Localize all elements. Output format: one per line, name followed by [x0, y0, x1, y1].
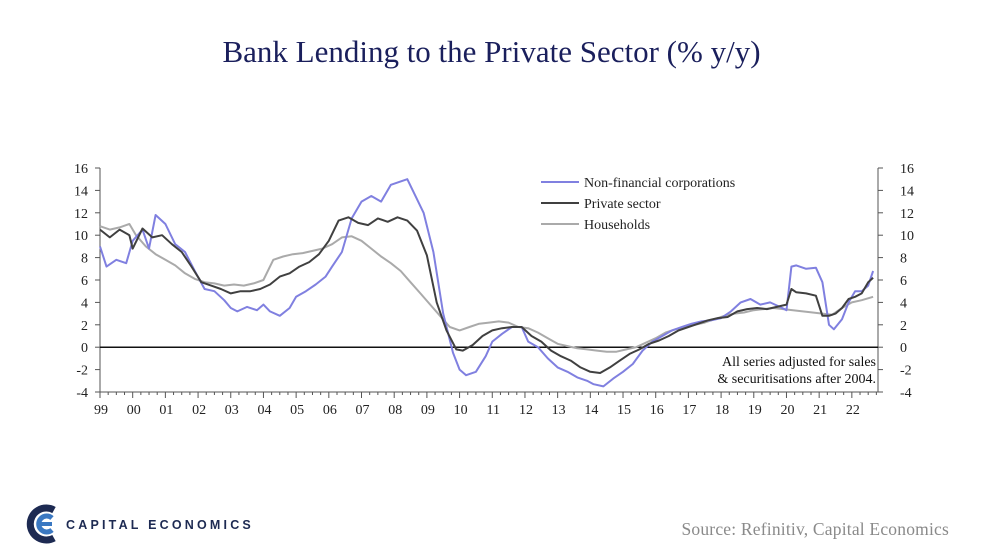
x-tick-label: 22	[846, 403, 860, 418]
x-tick-label: 99	[94, 403, 108, 418]
capital-economics-logo: CAPITAL ECONOMICS	[24, 502, 254, 546]
logo-text: CAPITAL ECONOMICS	[66, 518, 254, 532]
x-tick-label: 04	[257, 403, 271, 418]
x-tick-label: 08	[388, 403, 402, 418]
chart-legend: Non-financial corporations Private sector…	[541, 176, 735, 233]
x-tick-label: 18	[715, 403, 729, 418]
y-tick-label-right: 10	[900, 229, 914, 244]
y-tick-label-right: 12	[900, 207, 914, 222]
x-tick-label: 21	[813, 403, 827, 418]
legend-label: Private sector	[584, 197, 661, 212]
y-tick-label-left: 10	[74, 229, 88, 244]
y-tick-label-left: 14	[74, 184, 88, 199]
y-tick-label-left: -2	[76, 364, 88, 379]
y-tick-label-left: 8	[81, 252, 88, 267]
note-line: All series adjusted for sales	[722, 355, 876, 370]
y-tick-label-right: 0	[900, 341, 907, 356]
y-tick-label-left: 2	[81, 319, 88, 334]
y-tick-label-left: 4	[81, 296, 88, 311]
x-tick-label: 06	[323, 403, 337, 418]
y-tick-label-right: 4	[900, 296, 907, 311]
x-tick-label: 03	[225, 403, 239, 418]
note-line: & securitisations after 2004.	[717, 372, 876, 387]
series-line-non-financial-corporations	[99, 178, 875, 388]
note-background	[690, 350, 876, 391]
x-tick-label: 02	[192, 403, 206, 418]
y-tick-label-left: -4	[76, 386, 88, 401]
series-line-private-sector	[99, 216, 874, 374]
x-tick-label: 09	[421, 403, 435, 418]
x-tick-label: 12	[519, 403, 533, 418]
y-tick-label-right: 6	[900, 274, 907, 289]
y-tick-label-right: 2	[900, 319, 907, 334]
x-tick-label: 16	[650, 403, 664, 418]
x-tick-label: 10	[454, 403, 468, 418]
y-tick-label-right: 16	[900, 162, 914, 177]
y-tick-label-left: 12	[74, 207, 88, 222]
plot-lines	[99, 178, 875, 388]
y-tick-label-left: 16	[74, 162, 88, 177]
legend-label: Non-financial corporations	[584, 176, 735, 191]
source-note: Source: Refinitiv, Capital Economics	[681, 519, 949, 539]
chart-title: Bank Lending to the Private Sector (% y/…	[222, 34, 761, 69]
y-tick-label-left: 6	[81, 274, 88, 289]
x-tick-label: 19	[748, 403, 762, 418]
x-tick-label: 20	[780, 403, 794, 418]
y-tick-label-left: 0	[81, 341, 88, 356]
x-tick-label: 00	[127, 403, 141, 418]
x-tick-label: 05	[290, 403, 304, 418]
x-tick-label: 17	[682, 403, 696, 418]
x-tick-label: 01	[159, 403, 173, 418]
chart-note: All series adjusted for sales & securitis…	[690, 350, 876, 391]
y-tick-label-right: 14	[900, 184, 914, 199]
y-tick-label-right: 8	[900, 252, 907, 267]
y-tick-label-right: -4	[900, 386, 912, 401]
x-tick-label: 15	[617, 403, 631, 418]
series-line-households	[99, 223, 874, 353]
x-tick-label: 07	[356, 403, 370, 418]
x-tick-label: 13	[552, 403, 566, 418]
capital-economics-logo-icon	[26, 504, 56, 544]
x-tick-label: 11	[487, 403, 500, 418]
x-tick-label: 14	[584, 403, 598, 418]
legend-label: Households	[584, 218, 650, 233]
y-tick-label-right: -2	[900, 364, 912, 379]
